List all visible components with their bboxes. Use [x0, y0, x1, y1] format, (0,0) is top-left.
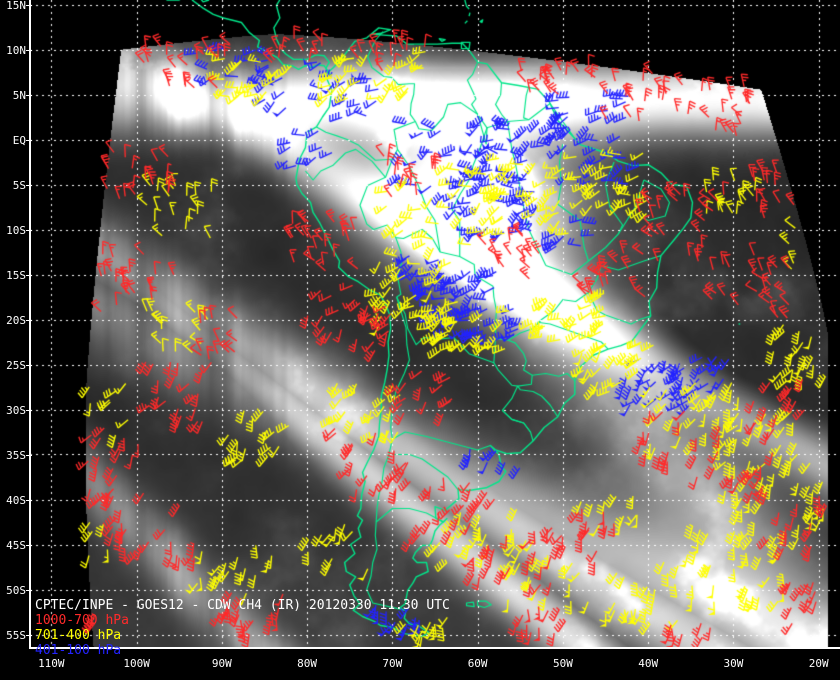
lat-label-10s: 10S — [6, 223, 26, 237]
lon-label-80w: 80W — [297, 657, 318, 670]
lat-tick — [26, 454, 32, 456]
lat-tick — [26, 589, 32, 591]
lat-tick — [26, 319, 32, 321]
lat-label-15s: 15S — [6, 268, 26, 282]
lat-tick — [26, 499, 32, 501]
map-plot-area — [30, 0, 840, 648]
lat-tick — [26, 4, 32, 6]
lat-label-20s: 20S — [6, 313, 26, 327]
lat-tick — [26, 364, 32, 366]
longitude-axis: 110W 100W 90W 80W 70W 60W 50W 40W 30W 20W — [0, 649, 840, 680]
lat-tick — [26, 184, 32, 186]
lat-label-55s: 55S — [6, 628, 26, 642]
lon-label-70w: 70W — [382, 657, 403, 670]
lat-tick — [26, 139, 32, 141]
lat-tick — [26, 229, 32, 231]
lat-label-30s: 30S — [6, 403, 26, 417]
lat-label-25s: 25S — [6, 358, 26, 372]
lon-label-110w: 110W — [38, 657, 65, 670]
lat-label-5n: 5N — [12, 88, 26, 102]
lat-label-5s: 5S — [12, 178, 26, 192]
annotation-block: CPTEC/INPE - GOES12 - CDW CH4 (IR) 20120… — [35, 598, 450, 658]
product-title: CPTEC/INPE - GOES12 - CDW CH4 (IR) 20120… — [35, 598, 450, 613]
lon-label-40w: 40W — [638, 657, 659, 670]
lat-tick — [26, 634, 32, 636]
legend-item-high-level: 401-100 hPa — [35, 643, 122, 658]
lat-tick — [26, 49, 32, 51]
lat-label-35s: 35S — [6, 448, 26, 462]
lon-label-30w: 30W — [723, 657, 744, 670]
lon-label-20w: 20W — [808, 657, 829, 670]
lat-label-10n: 10N — [6, 43, 26, 57]
lat-tick — [26, 274, 32, 276]
lon-label-60w: 60W — [467, 657, 488, 670]
plot-bottom-border — [29, 647, 840, 649]
lon-label-100w: 100W — [123, 657, 150, 670]
legend-item-mid-level: 701-400 hPa — [35, 628, 122, 643]
lat-label-15n: 15N — [6, 0, 26, 12]
lat-label-40s: 40S — [6, 493, 26, 507]
lon-label-50w: 50W — [552, 657, 573, 670]
lat-label-45s: 45S — [6, 538, 26, 552]
legend-item-low-level: 1000-700 hPa — [35, 613, 129, 628]
coastline-grid-and-wind-barb-overlay — [30, 0, 840, 648]
lat-label-eq: EQ — [12, 133, 26, 147]
lat-tick — [26, 544, 32, 546]
lat-tick — [26, 94, 32, 96]
lon-label-90w: 90W — [211, 657, 232, 670]
lat-tick — [26, 409, 32, 411]
lat-label-50s: 50S — [6, 583, 26, 597]
plot-left-border — [29, 0, 31, 649]
